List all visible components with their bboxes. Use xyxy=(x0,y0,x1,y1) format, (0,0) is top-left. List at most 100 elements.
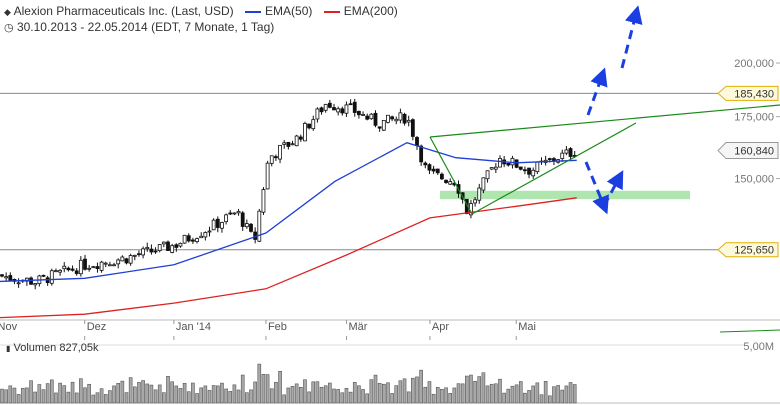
volume-bar xyxy=(543,381,548,404)
volume-bar xyxy=(58,382,62,404)
candle-body xyxy=(199,235,204,239)
candle-body xyxy=(220,222,224,229)
candle-body xyxy=(498,158,502,168)
volume-bar xyxy=(469,374,473,404)
volume-bar xyxy=(4,389,8,404)
volume-bar xyxy=(62,385,67,404)
volume-bar xyxy=(162,392,166,404)
candle-body xyxy=(116,259,121,265)
volume-bar xyxy=(269,388,274,404)
candle-body xyxy=(83,258,87,270)
volume-value: 827,05k xyxy=(59,342,99,354)
ema200-legend-label: EMA(200) xyxy=(343,4,398,18)
volume-bar xyxy=(435,387,440,404)
volume-bar xyxy=(290,385,295,404)
volume-bar xyxy=(91,394,96,404)
volume-bar xyxy=(112,385,116,404)
candle-body xyxy=(290,143,295,146)
candle-body xyxy=(153,250,158,253)
y-tick-label: 200,000 xyxy=(734,58,774,70)
volume-bar xyxy=(547,395,552,404)
candle-body xyxy=(269,155,274,164)
chart-title: Alexion Pharmaceuticals Inc. (Last, USD) xyxy=(13,4,234,18)
ema200-legend-swatch xyxy=(323,10,340,13)
candle-body xyxy=(78,259,83,275)
candle-body xyxy=(49,270,54,284)
candle-body xyxy=(99,261,104,271)
candle-body xyxy=(398,112,403,121)
trend-line-connector xyxy=(429,136,473,215)
candle-body xyxy=(323,103,328,111)
candle-body xyxy=(493,166,498,170)
candle-body xyxy=(332,107,336,111)
volume-bar xyxy=(572,384,577,404)
candle-body xyxy=(195,238,199,242)
volume-bar xyxy=(133,386,137,404)
x-tick-label: Mai xyxy=(518,321,536,333)
candle-body xyxy=(477,187,482,201)
candle-body xyxy=(91,266,96,269)
volume-bar xyxy=(240,374,245,404)
volume-bar xyxy=(232,384,237,404)
volume-bar xyxy=(340,392,345,404)
candle-body xyxy=(166,241,170,251)
volume-bar xyxy=(95,392,100,404)
forecast-arrow-up-long xyxy=(620,5,643,69)
candle-body xyxy=(311,119,316,130)
volume-bar xyxy=(29,380,33,404)
candle-body xyxy=(435,168,440,174)
volume-bar xyxy=(16,394,21,404)
x-tick-label: Mär xyxy=(349,321,368,333)
candle-body xyxy=(120,256,125,262)
candle-body xyxy=(215,218,220,228)
candle-body xyxy=(4,276,9,279)
volume-label: Volumen xyxy=(13,342,57,354)
candle-body xyxy=(161,241,166,245)
last-price-box xyxy=(717,142,779,160)
candle-body xyxy=(128,255,133,264)
candle-body xyxy=(506,163,511,166)
volume-bar xyxy=(307,391,311,404)
candle-body xyxy=(564,149,569,154)
candle-body xyxy=(552,158,556,162)
candle-body xyxy=(568,148,573,157)
candle-body xyxy=(489,167,494,170)
volume-bar xyxy=(12,387,17,404)
volume-bar xyxy=(440,388,444,404)
volume-bar xyxy=(216,385,220,404)
volume-bar xyxy=(332,388,336,404)
volume-bar xyxy=(108,390,112,404)
candle-body xyxy=(170,245,175,253)
volume-bar xyxy=(494,383,498,404)
volume-bar xyxy=(54,392,58,404)
volume-bar xyxy=(203,385,208,404)
candle-body xyxy=(410,119,415,137)
candle-body xyxy=(249,223,253,232)
volume-bar xyxy=(153,389,158,404)
candle-body xyxy=(294,135,299,147)
volume-bar xyxy=(25,387,29,404)
candle-body xyxy=(394,118,399,122)
candle-body xyxy=(24,277,29,282)
volume-bar xyxy=(323,385,328,404)
y-tick-label: 150,000 xyxy=(734,174,774,186)
candle-body xyxy=(236,211,241,214)
candle-body xyxy=(531,169,536,177)
volume-bar xyxy=(531,385,536,404)
volume-bar xyxy=(411,377,415,404)
volume-bar xyxy=(352,382,357,404)
volume-bar xyxy=(170,381,174,404)
candle-body xyxy=(514,159,519,168)
candle-body xyxy=(444,179,448,183)
volume-bar xyxy=(423,386,428,404)
candle-body xyxy=(178,242,183,247)
volume-bar xyxy=(0,388,4,404)
candle-body xyxy=(439,173,444,180)
candle-body xyxy=(244,223,249,228)
volume-bar xyxy=(116,383,120,404)
lower-trend-line xyxy=(471,122,637,215)
volume-bar xyxy=(166,375,170,404)
x-tick-label: Apr xyxy=(432,321,449,333)
volume-bar xyxy=(456,383,461,404)
